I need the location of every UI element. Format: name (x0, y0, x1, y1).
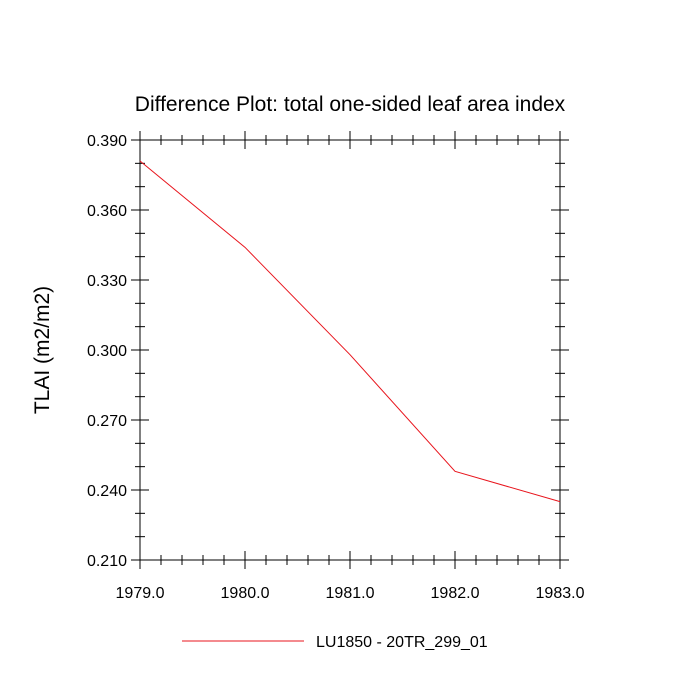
plot-frame (139, 139, 561, 561)
x-tick-label: 1983.0 (536, 585, 585, 602)
x-tick-label: 1980.0 (221, 585, 270, 602)
legend: LU1850 - 20TR_299_01 (182, 634, 488, 651)
series-line-0 (139, 160, 561, 503)
y-axis-label: TLAI (m2/m2) (31, 286, 54, 414)
series-layer (139, 160, 561, 503)
y-tick-label: 0.390 (87, 133, 127, 150)
y-tick-label: 0.270 (87, 413, 127, 430)
y-tick-label: 0.300 (87, 343, 127, 360)
x-tick-label: 1982.0 (431, 585, 480, 602)
y-tick-label: 0.240 (87, 483, 127, 500)
y-tick-label: 0.360 (87, 203, 127, 220)
legend-label-0: LU1850 - 20TR_299_01 (316, 634, 488, 651)
y-tick-label: 0.330 (87, 273, 127, 290)
x-tick-label: 1979.0 (116, 585, 165, 602)
chart-title: Difference Plot: total one-sided leaf ar… (135, 93, 566, 116)
x-tick-label: 1981.0 (326, 585, 375, 602)
y-tick-label: 0.210 (87, 553, 127, 570)
axes: 1979.0 1980.0 1981.0 1982.0 1983.0 0.390 0.360… (87, 131, 585, 602)
